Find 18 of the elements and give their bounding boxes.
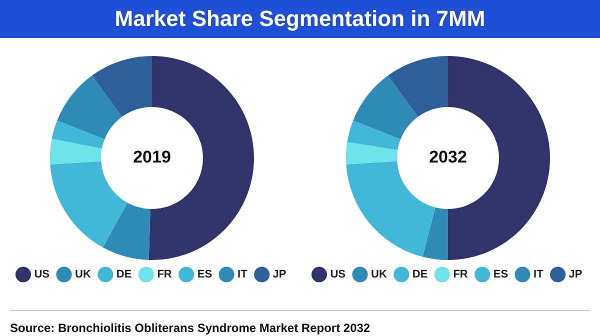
legend-label: US <box>330 268 346 281</box>
legend-label: ES <box>493 268 508 281</box>
legend-label: US <box>34 268 50 281</box>
text: 2019 <box>133 148 171 167</box>
legend-label: ES <box>197 268 212 281</box>
legend-label: JP <box>568 268 582 281</box>
legend-label: JP <box>272 268 286 281</box>
legend-label: FR <box>453 268 468 281</box>
legend-label: IT <box>534 268 544 281</box>
legend-label: FR <box>157 268 172 281</box>
source-note: Source: Bronchiolitis Obliterans Syndrome Market Report 2032 <box>10 321 372 335</box>
text: 2032 <box>429 148 467 167</box>
legend-label: UK <box>371 268 387 281</box>
chart-title: Market Share Segmentation in 7MM <box>0 0 600 38</box>
legend-label: IT <box>238 268 248 281</box>
legend-label: UK <box>75 268 91 281</box>
legend-label: DE <box>116 268 132 281</box>
legend-label: DE <box>412 268 428 281</box>
